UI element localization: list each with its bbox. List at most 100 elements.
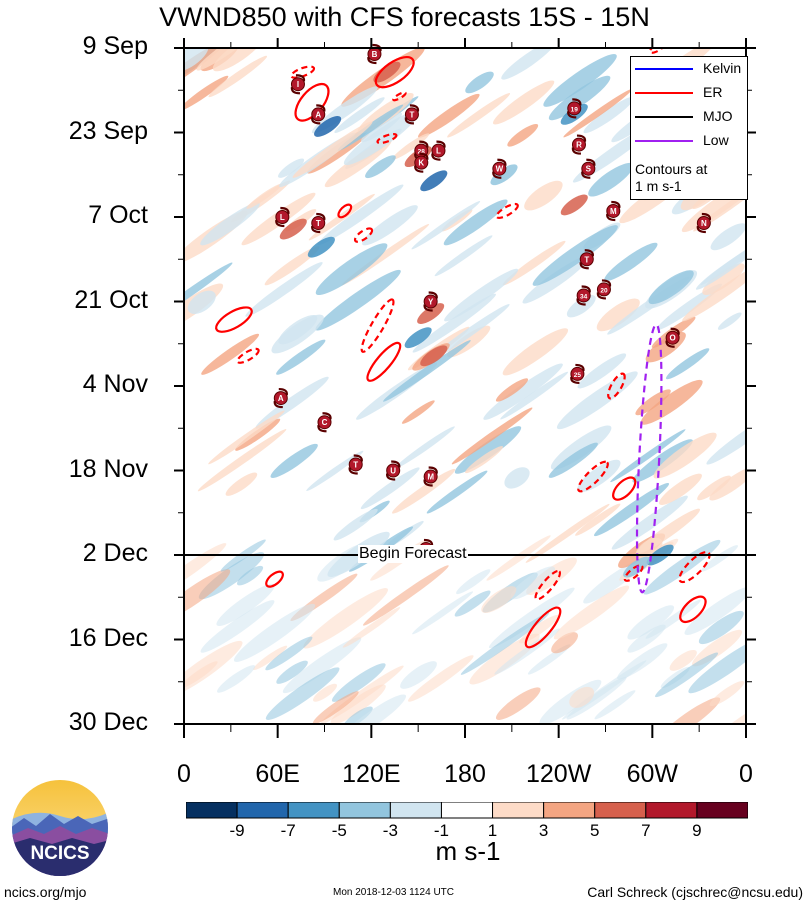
field-streak [411, 200, 481, 250]
field-streak [610, 429, 686, 483]
field-streak [292, 121, 373, 178]
field-streak [315, 243, 388, 295]
storm-label: R [576, 141, 582, 150]
colorbar-tick-label: 3 [538, 821, 549, 840]
er-contour [337, 203, 353, 219]
x-tick-label: 120E [342, 760, 401, 788]
storm-marker: I [290, 74, 306, 95]
storm-marker: U [385, 460, 401, 481]
colorbar-bin [645, 802, 698, 819]
field-streak [412, 591, 474, 635]
er-contour [290, 65, 316, 79]
field-streak [465, 446, 503, 474]
storm-marker: 25 [570, 363, 585, 385]
field-streak [604, 242, 658, 282]
er-contour [534, 569, 562, 601]
ncics-logo: NCICS [12, 780, 108, 876]
field-streak [400, 661, 437, 689]
storm-marker: L [431, 140, 446, 161]
field-streak [401, 400, 435, 424]
field-streak [306, 450, 364, 491]
colorbar-bin [492, 802, 545, 819]
er-contour [360, 298, 395, 353]
field-core [404, 327, 432, 349]
field-core [420, 170, 448, 192]
storm-arms [431, 140, 446, 161]
field-streak [507, 123, 539, 147]
field-streak [543, 54, 617, 107]
field-streak [481, 586, 517, 613]
storm-eye [570, 366, 585, 381]
field-streak [434, 235, 493, 277]
storm-arms [579, 249, 594, 270]
field-streak [444, 268, 519, 322]
storm-label: T [409, 110, 414, 119]
field-streak [184, 543, 227, 599]
field-streak [460, 612, 550, 675]
er-contour [577, 460, 609, 493]
field-streak [245, 262, 323, 317]
field-streak [483, 363, 563, 420]
storm-arms [570, 363, 585, 385]
field-streak [488, 587, 575, 649]
field-streak [594, 690, 636, 720]
storm-arms [275, 206, 290, 228]
storm-arms [665, 327, 680, 348]
er-contour [679, 595, 707, 624]
storm-eye [317, 415, 332, 430]
colorbar [186, 802, 748, 819]
storm-arms [317, 412, 332, 433]
storm-label: N [701, 219, 707, 228]
field-streak [303, 588, 388, 649]
field-core [279, 218, 307, 240]
storm-label: 19 [571, 106, 579, 113]
logo-text: NCICS [30, 843, 89, 864]
field-streak [235, 418, 281, 451]
legend-label-er: ER [703, 84, 723, 100]
storm-marker: B [367, 43, 382, 65]
field-streak [447, 93, 511, 138]
storm-marker: T [404, 104, 420, 125]
storm-label: M [610, 207, 617, 216]
field-streak [553, 585, 630, 640]
colorbar-tick-label: -9 [229, 821, 245, 840]
footer-url: ncics.org/mjo [4, 884, 87, 900]
y-tick-label: 16 Dec [68, 623, 148, 652]
storm-label: M [427, 473, 434, 482]
x-tick-label: 120W [526, 760, 592, 788]
er-contour [678, 550, 711, 584]
field-streak [246, 183, 282, 209]
field-streak [270, 443, 318, 478]
field-streak [710, 223, 746, 251]
field-streak [197, 429, 287, 492]
field-streak [362, 565, 449, 626]
field-streak [665, 348, 710, 380]
field-streak [225, 472, 258, 496]
storm-label: I [297, 80, 299, 89]
field-streak [698, 690, 746, 724]
footer-author: Carl Schreck (cjschrec@ncsu.edu) [587, 884, 803, 900]
field-streak [465, 71, 494, 94]
colorbar-tick-label: -1 [433, 821, 450, 840]
field-streak [394, 426, 455, 469]
field-streak [184, 661, 218, 689]
field-streak [656, 283, 723, 331]
storm-label: B [372, 50, 378, 59]
field-streak [237, 565, 264, 586]
storm-arms [567, 98, 582, 119]
field-streak [611, 495, 688, 550]
er-contour [236, 347, 260, 364]
field-streak [569, 686, 595, 708]
storm-eye [348, 457, 363, 472]
er-contour [623, 564, 644, 582]
chart-title: VWND850 with CFS forecasts 15S - 15N [159, 2, 650, 32]
legend-note: Contours at 1 m s-1 [635, 161, 707, 195]
field-streak [184, 262, 233, 322]
field-streak [583, 96, 635, 134]
field-streak [577, 459, 621, 493]
field-streak [408, 655, 474, 702]
field-streak [659, 473, 702, 506]
y-tick-label: 23 Sep [68, 116, 148, 145]
field-streak [233, 603, 316, 662]
er-contour [265, 570, 284, 588]
